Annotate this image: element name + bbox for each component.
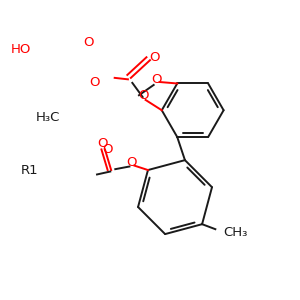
Text: O: O bbox=[152, 73, 162, 86]
Text: O: O bbox=[102, 143, 112, 157]
Text: O: O bbox=[83, 36, 94, 49]
Text: HO: HO bbox=[11, 44, 31, 56]
Text: R1: R1 bbox=[20, 164, 38, 177]
Text: O: O bbox=[149, 51, 160, 64]
Text: O: O bbox=[126, 156, 137, 169]
Text: O: O bbox=[138, 89, 148, 102]
Text: O: O bbox=[98, 137, 108, 150]
Text: O: O bbox=[89, 76, 99, 89]
Text: H₃C: H₃C bbox=[36, 111, 60, 124]
Text: CH₃: CH₃ bbox=[224, 226, 248, 239]
